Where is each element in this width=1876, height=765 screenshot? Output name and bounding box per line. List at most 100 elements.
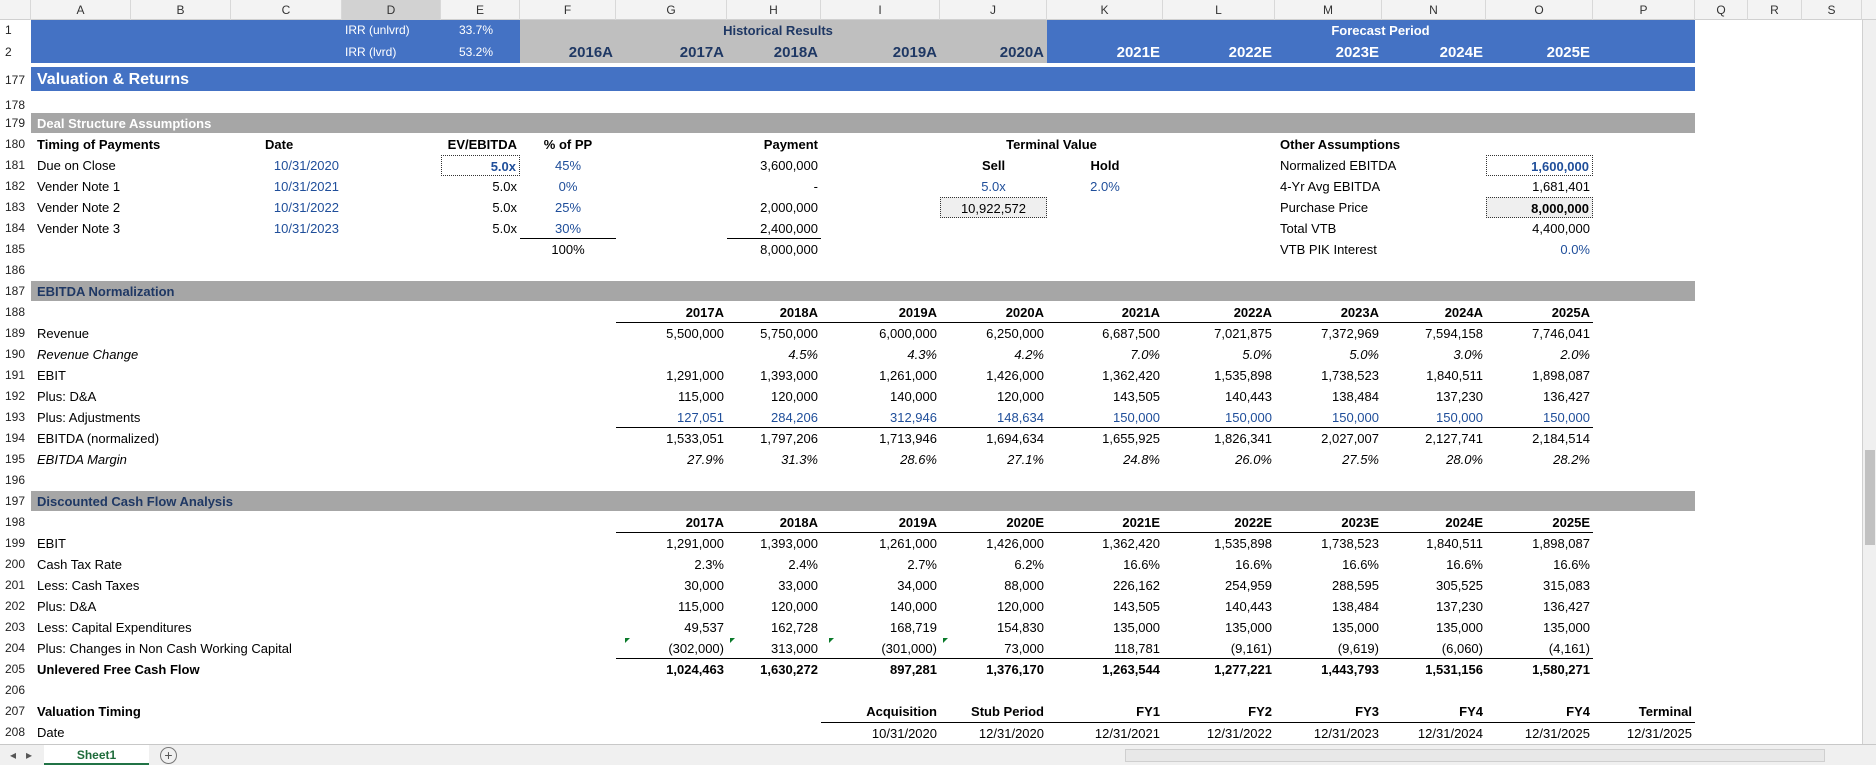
row-header[interactable]: 177: [0, 70, 30, 91]
row-header[interactable]: 202: [0, 596, 30, 617]
ebitda-value-cell[interactable]: 7,746,041: [1532, 326, 1590, 341]
row-header[interactable]: 2: [0, 42, 30, 63]
year-2020a[interactable]: 2020A: [999, 44, 1044, 61]
column-header-m[interactable]: M: [1275, 0, 1382, 20]
horizontal-scrollbar[interactable]: [1125, 749, 1825, 762]
ebitda-value-cell[interactable]: 7,372,969: [1321, 326, 1379, 341]
dcf-value-cell[interactable]: 16.6%: [1342, 557, 1379, 572]
ebitda-value-cell[interactable]: 31.3%: [781, 452, 818, 467]
column-header-h[interactable]: H: [727, 0, 821, 20]
other-label[interactable]: Purchase Price: [1280, 200, 1369, 215]
ebitda-value-cell[interactable]: 150,000: [1047, 407, 1163, 428]
ebitda-value-cell[interactable]: 1,291,000: [666, 368, 724, 383]
error-indicator-icon[interactable]: [625, 638, 630, 643]
row-header[interactable]: 187: [0, 281, 30, 302]
dcf-value-cell[interactable]: 1,898,087: [1532, 536, 1590, 551]
dcf-value-cell[interactable]: 34,000: [897, 578, 937, 593]
ebitda-value-cell[interactable]: 120,000: [997, 389, 1044, 404]
ebitda-value-cell[interactable]: 150,000: [1486, 407, 1593, 428]
ebitda-value-cell[interactable]: 7,021,875: [1214, 326, 1272, 341]
timing-head[interactable]: FY1: [1136, 704, 1160, 719]
error-indicator-icon[interactable]: [829, 638, 834, 643]
row-header[interactable]: 192: [0, 386, 30, 407]
ebitda-value-cell[interactable]: 7.0%: [1130, 347, 1160, 362]
ebitda-value-cell[interactable]: 1,655,925: [1102, 431, 1160, 446]
ebitda-value-cell[interactable]: 148,634: [940, 407, 1047, 428]
ev-header[interactable]: EV/EBITDA: [447, 137, 517, 152]
row-header[interactable]: 195: [0, 449, 30, 470]
pp-percent[interactable]: 45%: [554, 158, 582, 173]
dcf-value-cell[interactable]: (301,000): [821, 638, 940, 659]
year-2018a[interactable]: 2018A: [773, 44, 818, 61]
ebitda-value-cell[interactable]: [616, 344, 727, 365]
vertical-scroll-thumb[interactable]: [1865, 450, 1875, 545]
dcf-value-cell[interactable]: 1,840,511: [1426, 536, 1483, 551]
dcf-year[interactable]: 2022E: [1163, 512, 1275, 533]
ebitda-year[interactable]: 2017A: [616, 302, 727, 323]
ebitda-value-cell[interactable]: 5.0%: [1349, 347, 1379, 362]
dcf-year[interactable]: 2023E: [1275, 512, 1382, 533]
tab-scroll-right-icon[interactable]: ▸: [25, 748, 33, 762]
other-label[interactable]: 4-Yr Avg EBITDA: [1280, 179, 1381, 194]
row-header[interactable]: 208: [0, 722, 30, 743]
avg-ebitda-value[interactable]: 1,681,401: [1532, 179, 1590, 194]
select-all-corner[interactable]: [0, 0, 31, 20]
timing-head[interactable]: Stub Period: [971, 704, 1044, 719]
ebitda-value-cell[interactable]: 136,427: [1543, 389, 1590, 404]
dcf-row-label[interactable]: Cash Tax Rate: [37, 557, 123, 572]
row-header[interactable]: 204: [0, 638, 30, 659]
year-2023e[interactable]: 2023E: [1335, 44, 1379, 61]
column-header-i[interactable]: I: [821, 0, 940, 20]
dcf-value-cell[interactable]: 118,781: [1047, 638, 1163, 659]
dcf-value-cell[interactable]: 6.2%: [1014, 557, 1044, 572]
other-label[interactable]: Normalized EBITDA: [1280, 158, 1397, 173]
timing-head[interactable]: FY2: [1248, 704, 1272, 719]
ebitda-row-label[interactable]: EBITDA Margin: [37, 452, 127, 467]
date-header[interactable]: Date: [265, 137, 294, 152]
section-title-deal[interactable]: Deal Structure Assumptions: [37, 116, 212, 131]
dcf-value-cell[interactable]: 1,376,170: [986, 662, 1044, 677]
ebitda-row-label[interactable]: EBITDA (normalized): [37, 431, 160, 446]
ev-ebitda[interactable]: 5.0x: [492, 221, 517, 236]
column-header-f[interactable]: F: [520, 0, 616, 20]
row-header[interactable]: 1: [0, 20, 30, 41]
timing-date[interactable]: 10/31/2020: [821, 722, 940, 743]
payment-date[interactable]: 10/31/2022: [273, 200, 339, 215]
other-label[interactable]: Total VTB: [1280, 221, 1337, 236]
column-header-q[interactable]: Q: [1695, 0, 1748, 20]
dcf-value-cell[interactable]: 1,426,000: [986, 536, 1044, 551]
ebitda-value-cell[interactable]: 26.0%: [1235, 452, 1272, 467]
payment-amount[interactable]: 2,400,000: [727, 218, 821, 239]
timing-date[interactable]: 12/31/2024: [1382, 722, 1486, 743]
ebitda-value-cell[interactable]: 1,713,946: [879, 431, 937, 446]
column-header-k[interactable]: K: [1047, 0, 1163, 20]
dcf-value-cell[interactable]: 135,000: [1436, 620, 1483, 635]
ebitda-value-cell[interactable]: 284,206: [727, 407, 821, 428]
dcf-value-cell[interactable]: 254,959: [1225, 578, 1272, 593]
column-header-s[interactable]: S: [1802, 0, 1862, 20]
payment-amount[interactable]: -: [813, 179, 818, 194]
error-indicator-icon[interactable]: [730, 638, 735, 643]
row-header[interactable]: 198: [0, 512, 30, 533]
timing-head[interactable]: FY3: [1355, 704, 1379, 719]
terminal-value-result[interactable]: 10,922,572: [940, 197, 1047, 218]
error-indicator-icon[interactable]: [943, 638, 948, 643]
payment-label[interactable]: Vender Note 2: [37, 200, 121, 215]
dcf-row-label[interactable]: Plus: Changes in Non Cash Working Capita…: [37, 641, 292, 656]
row-header[interactable]: 190: [0, 344, 30, 365]
dcf-year[interactable]: 2025E: [1486, 512, 1593, 533]
year-2017a[interactable]: 2017A: [679, 44, 724, 61]
dcf-value-cell[interactable]: 140,443: [1225, 599, 1272, 614]
column-header-c[interactable]: C: [231, 0, 342, 20]
timing-date[interactable]: 12/31/2022: [1163, 722, 1275, 743]
dcf-value-cell[interactable]: 305,525: [1436, 578, 1483, 593]
dcf-value-cell[interactable]: 1,393,000: [760, 536, 818, 551]
year-2019a[interactable]: 2019A: [892, 44, 937, 61]
row-header[interactable]: 183: [0, 197, 30, 218]
payment-header[interactable]: Payment: [763, 137, 818, 152]
year-2016a[interactable]: 2016A: [568, 44, 613, 61]
dcf-value-cell[interactable]: 162,728: [771, 620, 818, 635]
dcf-value-cell[interactable]: 138,484: [1332, 599, 1379, 614]
terminal-value-header[interactable]: Terminal Value: [1006, 137, 1097, 152]
payment-date[interactable]: 10/31/2021: [273, 179, 339, 194]
